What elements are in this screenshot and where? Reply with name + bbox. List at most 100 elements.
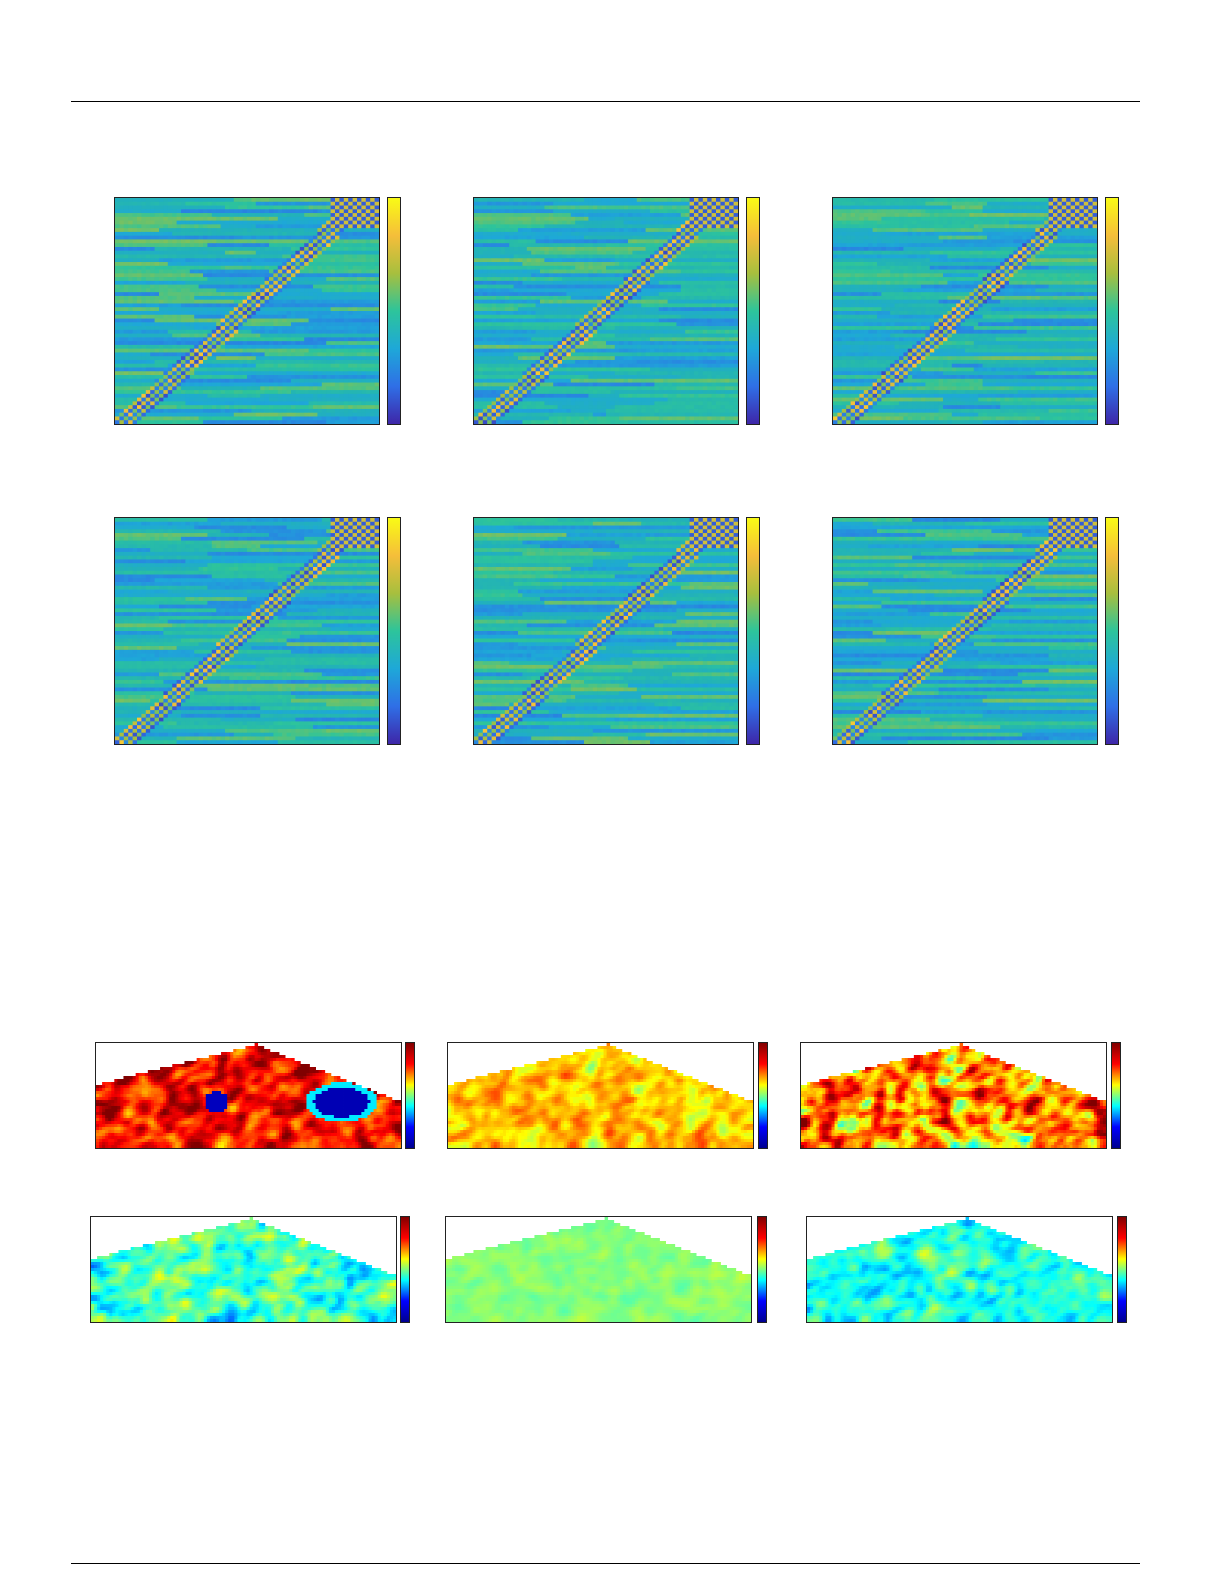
heatmap-cell xyxy=(374,250,379,255)
heatmap-cell xyxy=(370,235,375,240)
heatmap-cell xyxy=(167,352,173,357)
heatmap-cell xyxy=(491,280,497,286)
heatmap-cell xyxy=(509,228,514,233)
heatmap-cell xyxy=(159,284,164,289)
heatmap-cell xyxy=(269,356,274,361)
heatmap-cell xyxy=(150,344,155,350)
heatmap-cell xyxy=(702,205,708,210)
heatmap-cell xyxy=(277,337,283,342)
heatmap-cell xyxy=(159,363,164,368)
heatmap-cell xyxy=(326,220,331,225)
heatmap-cell xyxy=(641,277,646,282)
heatmap-cell xyxy=(597,262,602,267)
heatmap-cell xyxy=(487,262,492,267)
heatmap-cell xyxy=(304,231,309,237)
heatmap-cell xyxy=(163,344,169,350)
heatmap-cell xyxy=(672,213,677,218)
heatmap-cell xyxy=(308,412,314,417)
heatmap-cell xyxy=(632,224,638,229)
heatmap-cell xyxy=(557,213,563,218)
heatmap-cell xyxy=(619,269,624,274)
heatmap-cell xyxy=(225,318,230,323)
heatmap-cell xyxy=(181,352,186,357)
heatmap-cell xyxy=(370,228,375,233)
heatmap-cell xyxy=(321,265,327,270)
heatmap-cell xyxy=(357,378,362,383)
heatmap-cell xyxy=(277,314,283,319)
heatmap-cell xyxy=(308,329,314,334)
heatmap-cell xyxy=(220,201,226,206)
heatmap-cell xyxy=(251,329,257,334)
heatmap-cell xyxy=(260,243,265,248)
heatmap-cell xyxy=(185,205,191,210)
heatmap-cell xyxy=(474,243,479,248)
heatmap-cell xyxy=(335,393,340,399)
heatmap-cell xyxy=(172,228,177,233)
heatmap-cell xyxy=(132,359,138,365)
heatmap-cell xyxy=(299,382,305,387)
heatmap-cell xyxy=(299,239,305,244)
heatmap-cell xyxy=(247,303,252,308)
heatmap-cell xyxy=(198,250,204,255)
heatmap-cell xyxy=(579,224,585,229)
heatmap-cell xyxy=(145,239,151,244)
heatmap-cell xyxy=(299,262,305,267)
heatmap-cell xyxy=(357,198,362,203)
heatmap-cell xyxy=(482,246,488,252)
heatmap-cell xyxy=(352,382,358,387)
heatmap-cell xyxy=(357,359,362,365)
heatmap-cell xyxy=(592,273,598,278)
heatmap-cell xyxy=(115,269,120,274)
heatmap-cell xyxy=(374,235,379,240)
heatmap-cell xyxy=(172,262,177,267)
heatmap-cell xyxy=(584,265,589,270)
heatmap-cell xyxy=(504,216,510,221)
heatmap-cell xyxy=(548,258,554,263)
heatmap-cell xyxy=(729,213,734,218)
heatmap-cell xyxy=(207,356,213,361)
heatmap-cell xyxy=(487,198,492,203)
heatmap-cell xyxy=(282,254,287,259)
heatmap-cell xyxy=(650,231,655,237)
heatmap-cell xyxy=(370,295,375,301)
heatmap-cell xyxy=(189,382,195,387)
heatmap-cell xyxy=(570,273,576,278)
heatmap-cell xyxy=(137,341,142,346)
heatmap-cell xyxy=(220,258,226,263)
heatmap-cell xyxy=(689,239,695,244)
heatmap-cell xyxy=(680,280,686,286)
heatmap-cell xyxy=(487,205,492,210)
heatmap-cell xyxy=(619,273,624,278)
heatmap-cell xyxy=(198,258,204,263)
heatmap-cell xyxy=(137,280,142,286)
heatmap-cell xyxy=(286,314,292,319)
heatmap-cell xyxy=(513,224,519,229)
heatmap-cell xyxy=(269,224,274,229)
heatmap-cell xyxy=(698,273,704,278)
heatmap-cell xyxy=(636,254,642,259)
heatmap-cell xyxy=(141,420,147,424)
heatmap-cell xyxy=(614,201,620,206)
heatmap-cell xyxy=(269,348,274,353)
heatmap-cell xyxy=(242,269,248,274)
heatmap-cell xyxy=(588,265,594,270)
heatmap-cell xyxy=(181,228,186,233)
heatmap-cell xyxy=(220,205,226,210)
heatmap-cell xyxy=(211,265,217,270)
heatmap-cell xyxy=(203,378,208,383)
heatmap-cell xyxy=(185,405,191,410)
heatmap-cell xyxy=(159,254,164,259)
heatmap-cell xyxy=(233,318,239,323)
heatmap-cell xyxy=(128,356,133,361)
heatmap-cell xyxy=(260,333,265,338)
heatmap-cell xyxy=(326,356,331,361)
heatmap-cell xyxy=(304,337,309,342)
heatmap-cell xyxy=(672,220,677,225)
heatmap-cell xyxy=(330,363,336,368)
heatmap-cell xyxy=(504,220,510,225)
heatmap-cell xyxy=(676,201,682,206)
heatmap-cell xyxy=(504,250,510,255)
heatmap-cell xyxy=(282,386,287,391)
heatmap-cell xyxy=(145,235,151,240)
heatmap-cell xyxy=(365,382,371,387)
